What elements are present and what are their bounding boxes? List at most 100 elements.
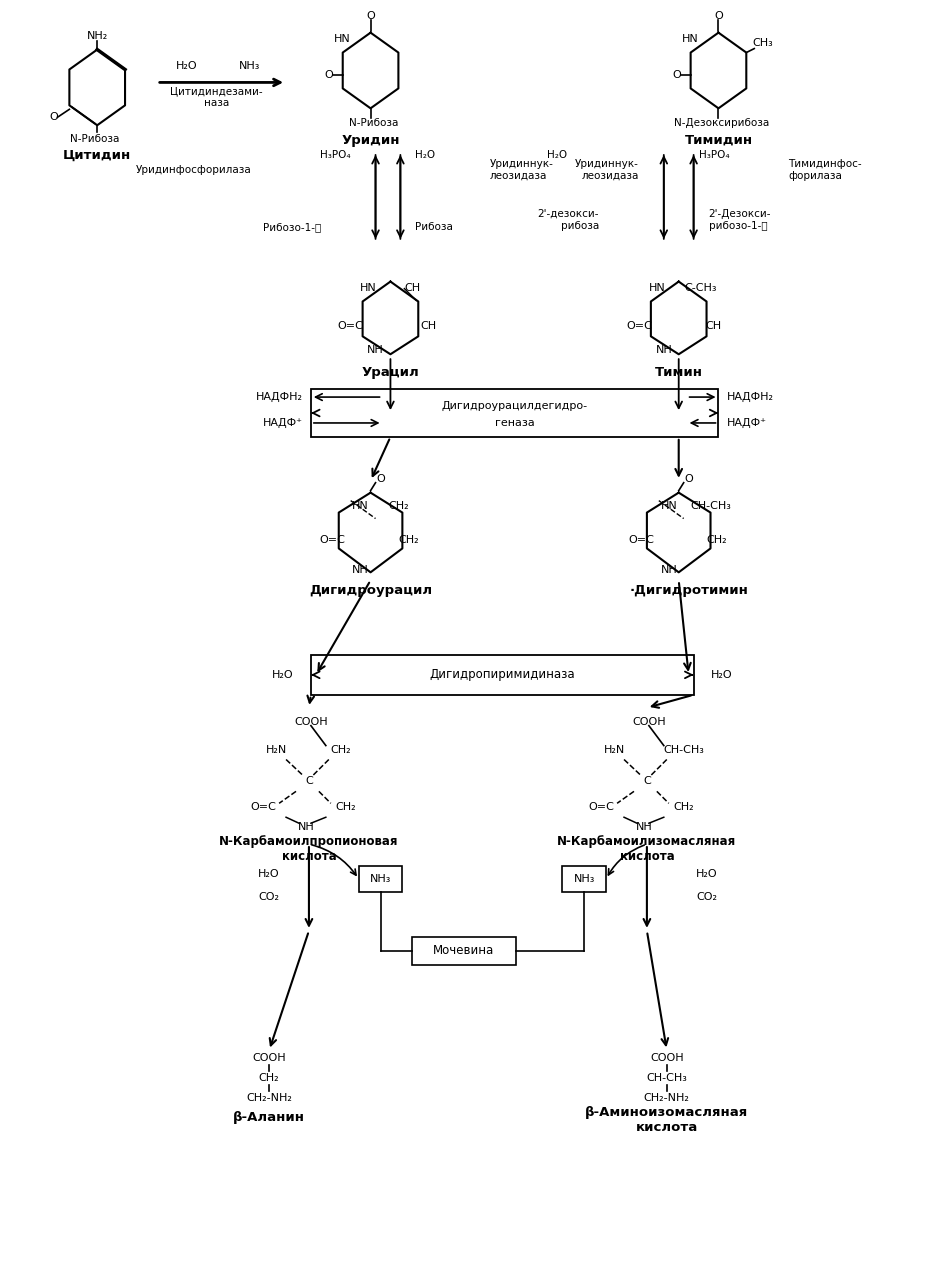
Text: NH₃: NH₃ (573, 875, 594, 884)
Text: COOH: COOH (252, 1054, 286, 1063)
Text: β-Аланин: β-Аланин (233, 1112, 305, 1124)
Text: O=C: O=C (250, 802, 276, 813)
Bar (311, 389, 717, 437)
Text: HN: HN (648, 282, 665, 292)
Text: Рибоза: Рибоза (415, 222, 452, 232)
Bar (311, 656, 692, 694)
Text: C: C (642, 777, 650, 787)
Text: Уридиннук-
леозидаза: Уридиннук- леозидаза (489, 160, 553, 180)
Text: CH: CH (420, 322, 436, 331)
Text: NH: NH (352, 565, 369, 576)
Text: N-Карбамоилизомасляная
кислота: N-Карбамоилизомасляная кислота (557, 835, 736, 863)
Text: COOH: COOH (631, 716, 665, 726)
Text: HN: HN (360, 282, 376, 292)
Text: H₂O: H₂O (547, 151, 566, 160)
Text: CO₂: CO₂ (259, 891, 279, 902)
Text: CH₂: CH₂ (387, 501, 408, 510)
Text: Тимидин: Тимидин (684, 134, 752, 147)
Text: NH: NH (660, 565, 677, 576)
Text: H₂O: H₂O (710, 670, 731, 680)
Text: H₂O: H₂O (176, 61, 197, 71)
Text: CH: CH (404, 282, 420, 292)
Text: Мочевина: Мочевина (433, 944, 494, 957)
Text: O: O (672, 71, 680, 80)
Text: Дигидроурацилдегидро-: Дигидроурацилдегидро- (441, 401, 587, 411)
Text: НАДФH₂: НАДФH₂ (256, 392, 302, 402)
Text: COOH: COOH (294, 716, 327, 726)
Text: Дигидроурацил: Дигидроурацил (309, 583, 432, 596)
Text: O=C: O=C (626, 322, 651, 331)
Text: Уридин: Уридин (341, 134, 400, 147)
Text: H₂O: H₂O (258, 869, 280, 878)
Bar (358, 866, 402, 891)
Text: HN: HN (352, 501, 369, 510)
Text: C: C (305, 777, 312, 787)
Text: H₂O: H₂O (415, 151, 435, 160)
Text: CH₂: CH₂ (330, 744, 350, 755)
Text: β-Аминоизомасляная
кислота: β-Аминоизомасляная кислота (585, 1106, 747, 1133)
Text: NH₃: NH₃ (370, 875, 391, 884)
Text: NH₂: NH₂ (86, 31, 108, 41)
Text: CH-CH₃: CH-CH₃ (690, 501, 730, 510)
Text: O: O (366, 10, 375, 21)
Text: O=C: O=C (588, 802, 614, 813)
Text: H₃PO₄: H₃PO₄ (320, 151, 350, 160)
Text: HN: HN (334, 33, 350, 44)
Text: NH: NH (635, 822, 652, 832)
Text: CH₂: CH₂ (259, 1073, 279, 1083)
Text: O: O (49, 112, 57, 122)
Text: O: O (683, 474, 692, 484)
Bar (562, 866, 605, 891)
Text: H₂N: H₂N (603, 744, 624, 755)
Text: CH-CH₃: CH-CH₃ (645, 1073, 687, 1083)
Text: H₂O: H₂O (695, 869, 717, 878)
Text: CH₂-NH₂: CH₂-NH₂ (246, 1094, 292, 1103)
Text: Цитидин: Цитидин (63, 148, 132, 161)
Text: CH₂: CH₂ (705, 536, 726, 545)
Text: H₂O: H₂O (272, 670, 294, 680)
Bar (412, 936, 515, 965)
Text: ·Дигидротимин: ·Дигидротимин (629, 583, 747, 596)
Text: CH₃: CH₃ (752, 37, 773, 48)
Text: N-Рибоза: N-Рибоза (349, 118, 398, 129)
Text: НАДФ⁺: НАДФ⁺ (726, 417, 766, 428)
Text: CH₂: CH₂ (335, 802, 356, 813)
Text: H₂N: H₂N (265, 744, 286, 755)
Text: O=C: O=C (320, 536, 346, 545)
Text: N-Карбамоилпропионовая
кислота: N-Карбамоилпропионовая кислота (219, 835, 399, 863)
Text: HN: HN (681, 33, 698, 44)
Text: Тимин: Тимин (654, 366, 702, 379)
Text: Тимидинфос-
форилаза: Тимидинфос- форилаза (787, 160, 861, 180)
Text: Цитидиндезами-
наза: Цитидиндезами- наза (170, 86, 262, 108)
Text: Уридиннук-
леозидаза: Уридиннук- леозидаза (575, 160, 639, 180)
Text: O=C: O=C (337, 322, 363, 331)
Text: H₃PO₄: H₃PO₄ (698, 151, 729, 160)
Text: N-Дезоксирибоза: N-Дезоксирибоза (673, 118, 768, 129)
Text: NH: NH (367, 345, 384, 355)
Text: COOH: COOH (649, 1054, 683, 1063)
Text: CH₂: CH₂ (673, 802, 693, 813)
Text: O: O (324, 71, 333, 80)
Text: CH₂: CH₂ (398, 536, 418, 545)
Text: O: O (713, 10, 722, 21)
Text: C-CH₃: C-CH₃ (683, 282, 716, 292)
Text: Уридинфосфорилаза: Уридинфосфорилаза (135, 165, 251, 175)
Text: CH₂-NH₂: CH₂-NH₂ (643, 1094, 689, 1103)
Text: Дигидропиримидиназа: Дигидропиримидиназа (429, 668, 575, 681)
Text: CH: CH (705, 322, 721, 331)
Text: 2'-дезокси-
рибоза: 2'-дезокси- рибоза (537, 209, 599, 231)
Text: Урацил: Урацил (362, 366, 419, 379)
Text: N-Рибоза: N-Рибоза (70, 134, 119, 144)
Text: O: O (375, 474, 385, 484)
Text: NH: NH (654, 345, 671, 355)
Text: O=C: O=C (628, 536, 654, 545)
Text: NH₃: NH₃ (238, 61, 260, 71)
Text: геназа: геназа (494, 419, 534, 428)
Text: 2'-Дезокси-
рибозо-1-Ⓟ: 2'-Дезокси- рибозо-1-Ⓟ (707, 209, 770, 231)
Text: CH-CH₃: CH-CH₃ (663, 744, 704, 755)
Text: CO₂: CO₂ (695, 891, 717, 902)
Text: НАДФ⁺: НАДФ⁺ (262, 417, 302, 428)
Text: НАДФH₂: НАДФH₂ (726, 392, 772, 402)
Text: Рибозо-1-Ⓟ: Рибозо-1-Ⓟ (262, 222, 321, 232)
Text: HN: HN (660, 501, 677, 510)
